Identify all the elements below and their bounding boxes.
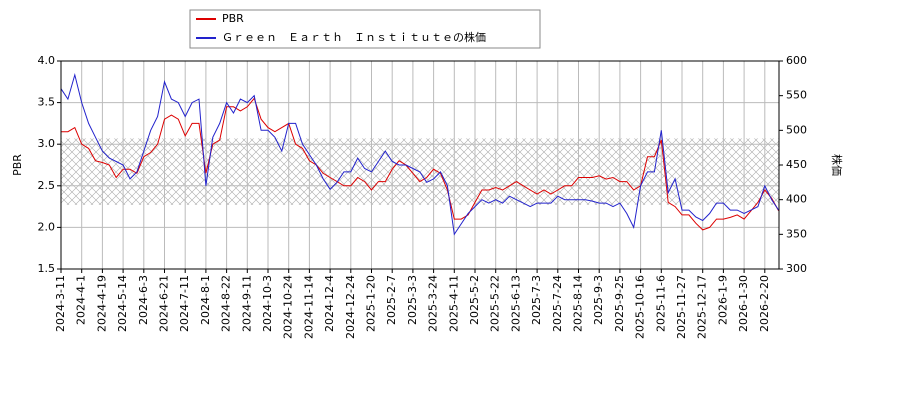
- x-tick-label: 2025-11-6: [654, 275, 667, 332]
- y-tick-label: 2.5: [38, 179, 56, 192]
- x-tick-label: 2025-3-3: [406, 275, 419, 325]
- x-tick-label: 2024-7-11: [178, 275, 191, 332]
- y-tick-label: 3.0: [38, 137, 56, 150]
- x-tick-label: 2025-1-20: [365, 275, 378, 332]
- x-tick-label: 2024-8-1: [199, 275, 212, 325]
- y-tick-label: 1.5: [38, 262, 56, 275]
- x-tick-label: 2026-1-9: [716, 275, 729, 325]
- x-tick-label: 2024-9-11: [240, 275, 253, 332]
- x-tick-label: 2024-6-21: [158, 275, 171, 332]
- y2-axis-label: 株価: [830, 154, 844, 176]
- y2-tick-label: 450: [786, 158, 807, 171]
- x-tick-label: 2025-5-22: [489, 275, 502, 332]
- x-tick-label: 2024-11-14: [302, 275, 315, 339]
- y-axis-label: PBR: [11, 154, 24, 176]
- y2-tick-label: 400: [786, 193, 807, 206]
- x-tick-label: 2024-4-19: [95, 275, 108, 332]
- y-tick-label: 3.5: [38, 96, 56, 109]
- x-tick-label: 2024-6-3: [137, 275, 150, 325]
- y-tick-label: 2.0: [38, 220, 56, 233]
- y2-tick-label: 600: [786, 54, 807, 67]
- x-tick-label: 2025-12-17: [696, 275, 709, 339]
- line-series: [60, 72, 780, 236]
- y2-tick-label: 550: [786, 89, 807, 102]
- x-tick-label: 2025-7-24: [551, 275, 564, 332]
- x-tick-label: 2025-6-13: [509, 275, 522, 332]
- x-tick-label: 2026-1-30: [737, 275, 750, 332]
- y2-tick-label: 350: [786, 227, 807, 240]
- y2-tick-label: 300: [786, 262, 807, 275]
- plot: [60, 60, 780, 270]
- legend: [189, 9, 541, 49]
- x-tick-label: 2025-2-7: [385, 275, 398, 325]
- x-tick-label: 2025-9-3: [592, 275, 605, 325]
- x-tick-label: 2025-5-2: [468, 275, 481, 325]
- x-tick-label: 2024-4-1: [75, 275, 88, 325]
- y-tick-label: 4.0: [38, 54, 56, 67]
- x-tick-label: 2025-11-27: [675, 275, 688, 339]
- x-tick-label: 2024-12-4: [323, 275, 336, 332]
- legend-label: PBR: [222, 12, 244, 25]
- x-tick-label: 2024-5-14: [116, 275, 129, 332]
- x-tick-label: 2025-10-16: [634, 275, 647, 339]
- x-tick-label: 2024-3-11: [54, 275, 67, 332]
- x-tick-label: 2025-3-24: [427, 275, 440, 332]
- x-tick-label: 2025-7-3: [530, 275, 543, 325]
- x-tick-label: 2024-10-3: [261, 275, 274, 332]
- x-tick-label: 2025-4-11: [447, 275, 460, 332]
- y2-tick-label: 500: [786, 123, 807, 136]
- legend-label: Ｇｒｅｅｎ Ｅａｒｔｈ Ｉｎｓｔｉｔｕｔｅの株価: [222, 30, 486, 44]
- x-tick-label: 2024-8-22: [220, 275, 233, 332]
- x-tick-label: 2024-12-24: [344, 275, 357, 339]
- x-tick-label: 2024-10-24: [282, 275, 295, 339]
- x-tick-label: 2025-8-14: [572, 275, 585, 332]
- x-tick-label: 2025-9-25: [613, 275, 626, 332]
- x-tick-label: 2026-2-20: [758, 275, 771, 332]
